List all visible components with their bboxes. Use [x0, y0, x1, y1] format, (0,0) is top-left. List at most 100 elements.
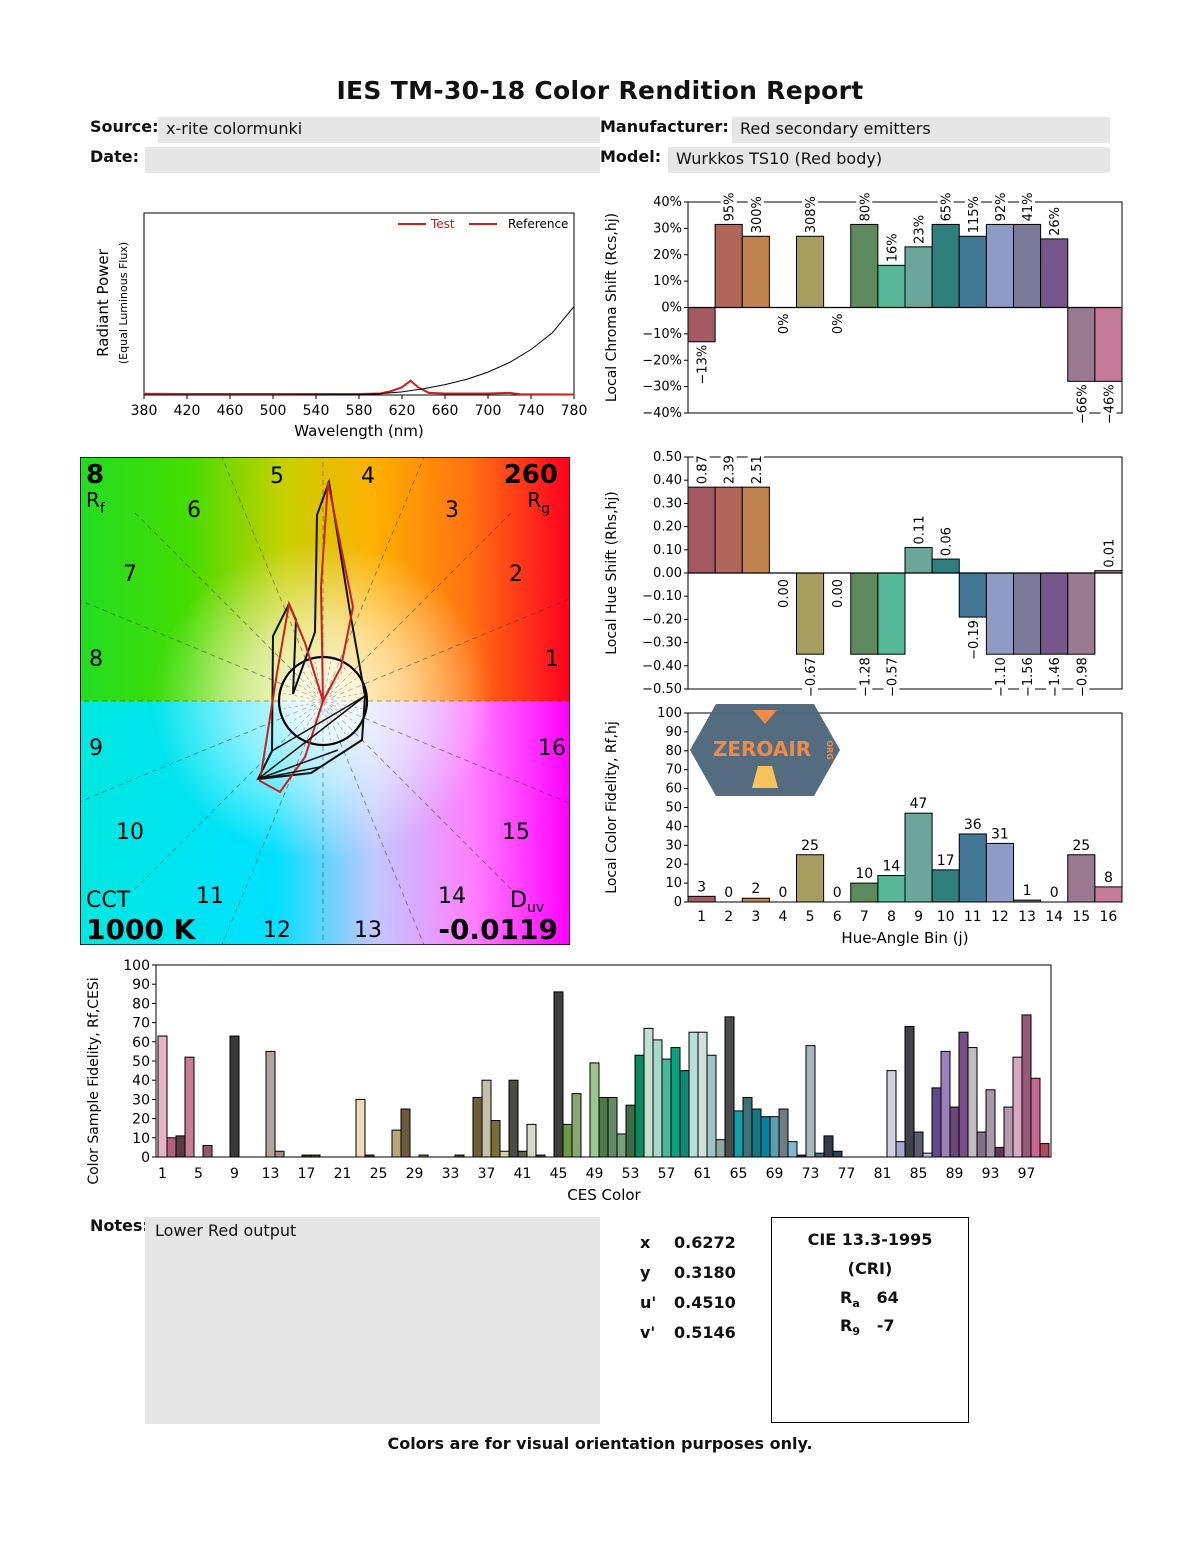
ces-bar [607, 1096, 618, 1158]
ces-bar [364, 1154, 375, 1158]
ces-bar [670, 1047, 681, 1158]
chroma-value-label-bg [937, 194, 954, 224]
chroma-ytick-label: 10% [653, 274, 682, 289]
ces-bar [751, 1108, 762, 1158]
lfid-xtick-label: 14 [1045, 909, 1063, 925]
chromaticity-row: v' 0.5146 [640, 1323, 736, 1353]
hue-ytick-label: 0.10 [653, 543, 682, 558]
ces-bar [958, 1031, 969, 1158]
hue-bin-label: 4 [361, 464, 375, 489]
rg-value: 260 [504, 460, 558, 490]
ces-bar [598, 1096, 609, 1158]
lfid-value-label: 17 [937, 853, 955, 869]
duv-label: Duv [510, 888, 544, 916]
lfid-value-label: 2 [751, 881, 760, 897]
ces-ytick-label: 90 [132, 977, 150, 993]
chroma-bar [1040, 238, 1069, 308]
chroma-value-label-bg [1100, 382, 1117, 420]
ces-bar [733, 1110, 744, 1158]
chroma-value-label: 41% [1021, 193, 1036, 222]
chromaticity-key: y [640, 1263, 651, 1282]
chroma-value-label-bg [774, 311, 791, 332]
lfid-bar [1013, 899, 1042, 903]
legend-test-label: Test [430, 217, 455, 231]
ces-bar [157, 1035, 168, 1158]
ces-bar [400, 1108, 411, 1158]
chroma-bar [1013, 223, 1042, 309]
ces-bar [310, 1154, 321, 1158]
hue-value-label-bg [802, 655, 819, 701]
cct-value: 1000 K [86, 913, 197, 945]
ces-bar [949, 1106, 960, 1158]
ces-ytick-label: 30 [132, 1092, 150, 1108]
chromaticity-value: 0.4510 [674, 1293, 736, 1312]
lfid-value-label: 3 [697, 879, 706, 895]
chroma-value-label-bg [883, 235, 900, 265]
chroma-value-label-bg [1046, 209, 1063, 238]
lfid-value-label: 31 [991, 826, 1009, 842]
lfid-bar [1067, 854, 1096, 903]
chromaticity-value: 0.6272 [674, 1233, 736, 1252]
hue-value-label: 2.51 [750, 455, 765, 484]
lfid-value-label: 47 [910, 796, 928, 812]
hue-value-label: 0.00 [831, 579, 846, 608]
hue-ytick-label: 0.00 [653, 566, 682, 581]
spectrum-series-test [143, 379, 575, 396]
notes-field: Lower Red output [145, 1217, 600, 1424]
ces-bar [508, 1079, 519, 1158]
lfid-value-label: 0 [778, 885, 787, 901]
hue-ytick-label: −0.30 [642, 636, 682, 651]
ces-ytick-label: 10 [132, 1131, 150, 1147]
spectrum-xtick-label: 740 [518, 403, 545, 419]
ces-xtick-label: 5 [194, 1166, 203, 1182]
ces-bar [931, 1087, 942, 1158]
lfid-xtick-label: 3 [751, 909, 760, 925]
ces-bar [562, 1123, 573, 1158]
chroma-value-label-bg [693, 342, 710, 380]
ces-bar [904, 1025, 915, 1158]
hue-value-label-bg [1019, 655, 1036, 701]
chromaticity-key: x [640, 1233, 651, 1252]
ces-xtick-label: 93 [982, 1166, 1000, 1182]
ces-bar [742, 1096, 753, 1158]
ces-xtick-label: 81 [874, 1166, 892, 1182]
hue-ytick-label: 0.30 [653, 496, 682, 511]
ces-bar [571, 1093, 582, 1158]
lfid-ytick-label: 90 [665, 725, 682, 740]
inner-ray [329, 705, 357, 724]
ces-xlabel: CES Color [567, 1186, 641, 1204]
inner-ray [283, 702, 316, 710]
chroma-value-label: 26% [1048, 207, 1063, 236]
ces-xtick-label: 77 [838, 1166, 856, 1182]
lfid-bar [687, 895, 716, 903]
ces-xtick-label: 85 [910, 1166, 928, 1182]
lfid-xtick-label: 10 [937, 909, 955, 925]
ces-xtick-label: 61 [694, 1166, 712, 1182]
chroma-value-label-bg [964, 198, 981, 236]
ces-bar [814, 1152, 825, 1158]
chroma-labels: −13% 95% 300% 0% 308% 0% 80% 16% 23% 65% 115% 92% 41… [693, 193, 1117, 424]
ces-bar [229, 1035, 240, 1158]
ces-bar [886, 1070, 897, 1158]
hue-ytick-label: −0.40 [642, 659, 682, 674]
chromaticity-table: x 0.6272 y 0.3180 u' 0.4510 v' 0.5146 [640, 1233, 736, 1353]
lfid-xtick-label: 15 [1072, 909, 1090, 925]
hue-bar [796, 572, 825, 655]
lfid-ylabel: Local Color Fidelity, Rf,hj [604, 721, 620, 893]
lfid-xtick-label: 4 [778, 909, 787, 925]
lfid-ytick-label: 100 [657, 706, 682, 721]
hue-bar [904, 546, 933, 574]
hue-value-label-bg [937, 521, 954, 559]
ces-xtick-label: 57 [658, 1166, 676, 1182]
ces-bar [472, 1096, 483, 1158]
chroma-value-label: 16% [885, 233, 900, 262]
legend-reference-label: Reference [508, 217, 568, 231]
test-polygon [258, 481, 355, 794]
ces-bar [715, 1139, 726, 1158]
ces-xtick-label: 33 [442, 1166, 460, 1182]
ces-bar [778, 1108, 789, 1158]
ces-bar [517, 1150, 528, 1158]
lfid-value-label: 0 [1050, 885, 1059, 901]
